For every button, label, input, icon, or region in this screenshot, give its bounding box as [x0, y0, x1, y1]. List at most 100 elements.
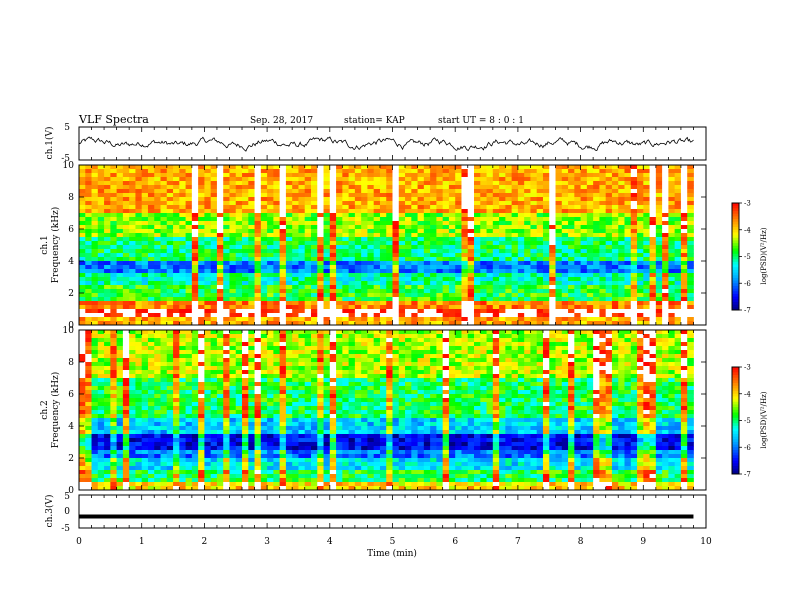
spectrogram-cell — [135, 350, 143, 355]
spectrogram-cell — [480, 189, 487, 194]
spectrogram-cell — [624, 177, 632, 182]
spectrogram-cell — [235, 354, 243, 359]
spectrogram-cell — [147, 209, 155, 214]
spectrogram-cell — [574, 181, 581, 186]
spectrogram-cell — [179, 185, 186, 190]
spectrogram-cell — [361, 169, 368, 174]
spectrogram-cell — [285, 342, 293, 347]
spectrogram-cell — [317, 233, 324, 238]
spectrogram-cell — [323, 245, 331, 250]
spectrogram-cell — [549, 249, 556, 254]
spectrogram-cell — [129, 273, 136, 278]
spectrogram-cell — [630, 321, 638, 326]
spectrogram-cell — [354, 305, 362, 310]
spectrogram-cell — [179, 317, 186, 322]
spectrogram-cell — [392, 366, 400, 371]
spectrogram-cell — [122, 277, 130, 282]
spectrogram-cell — [524, 185, 531, 190]
spectrogram-cell — [398, 237, 406, 242]
spectrogram-cell — [379, 334, 387, 339]
spectrogram-cell — [147, 217, 155, 222]
spectrogram-cell — [348, 237, 356, 242]
spectrogram-cell — [85, 277, 92, 282]
spectrogram-cell — [411, 313, 418, 318]
spectrogram-cell — [511, 185, 519, 190]
spectrogram-cell — [593, 233, 600, 238]
spectrogram-cell — [549, 273, 556, 278]
spectrogram-cell — [430, 233, 437, 238]
spectrogram-cell — [79, 169, 86, 174]
spectrogram-cell — [285, 225, 293, 230]
spectrogram-cell — [405, 309, 412, 314]
spectrogram-cell — [499, 362, 506, 367]
spectrogram-cell — [492, 362, 500, 367]
spectrogram-cell — [524, 237, 531, 242]
spectrogram-cell — [568, 317, 575, 322]
spectrogram-cell — [411, 362, 418, 367]
spectrogram-cell — [618, 313, 625, 318]
spectrogram-cell — [248, 261, 255, 266]
spectrogram-cell — [166, 358, 174, 363]
spectrogram-cell — [580, 334, 588, 339]
spectrogram-cell — [643, 217, 650, 222]
spectrogram-cell — [97, 354, 105, 359]
spectrogram-cell — [79, 261, 86, 266]
spectrogram-cell — [116, 165, 124, 170]
spectrogram-cell — [499, 189, 506, 194]
spectrogram-cell — [386, 189, 393, 194]
spectrogram-cell — [154, 338, 161, 343]
spectrogram-cell — [336, 354, 343, 359]
spectrogram-cell — [97, 269, 105, 274]
spectrogram-cell — [448, 362, 456, 367]
spectrogram-cell — [342, 370, 350, 375]
spectrogram-cell — [85, 285, 92, 290]
spectrogram-cell — [122, 330, 130, 335]
spectrogram-cell — [260, 193, 268, 198]
spectrogram-cell — [586, 237, 594, 242]
spectrogram-cell — [110, 253, 118, 258]
spectrogram-cell — [210, 197, 218, 202]
spectrogram-cell — [580, 309, 588, 314]
spectrogram-cell — [354, 253, 362, 258]
spectrogram-cell — [310, 237, 318, 242]
spectrogram-cell — [248, 205, 255, 210]
spectrogram-cell — [530, 289, 538, 294]
spectrogram-cell — [104, 362, 111, 367]
spectrogram-cell — [116, 213, 124, 218]
spectrogram-cell — [135, 293, 143, 298]
spectrogram-cell — [542, 209, 550, 214]
spectrogram-cell — [116, 289, 124, 294]
spectrogram-cell — [141, 257, 149, 262]
spectrogram-cell — [448, 233, 456, 238]
spectrogram-cell — [662, 293, 669, 298]
spectrogram-cell — [430, 342, 437, 347]
spectrogram-cell — [480, 342, 487, 347]
spectrogram-cell — [116, 245, 124, 250]
spectrogram-cell — [448, 245, 456, 250]
spectrogram-cell — [662, 165, 669, 170]
spectrogram-cell — [210, 370, 218, 375]
spectrogram-cell — [417, 237, 425, 242]
spectrogram-cell — [336, 269, 343, 274]
spectrogram-cell — [329, 217, 337, 222]
spectrogram-cell — [185, 297, 193, 302]
spectrogram-cell — [574, 362, 581, 367]
spectrogram-cell — [285, 221, 293, 226]
spectrogram-cell — [160, 201, 168, 206]
spectrogram-cell — [367, 261, 375, 266]
spectrogram-cell — [555, 229, 563, 234]
spectrogram-cell — [655, 197, 663, 202]
spectrogram-cell — [630, 173, 638, 178]
spectrogram-cell — [555, 209, 563, 214]
spectrogram-cell — [674, 189, 682, 194]
spectrogram-cell — [323, 370, 331, 375]
spectrogram-cell — [229, 261, 237, 266]
spectrogram-cell — [191, 309, 199, 314]
spectrogram-cell — [260, 181, 268, 186]
spectrogram-cell — [216, 313, 224, 318]
spectrogram-cell — [599, 273, 607, 278]
spectrogram-cell — [599, 249, 607, 254]
spectrogram-cell — [398, 213, 406, 218]
spectrogram-cell — [373, 221, 381, 226]
